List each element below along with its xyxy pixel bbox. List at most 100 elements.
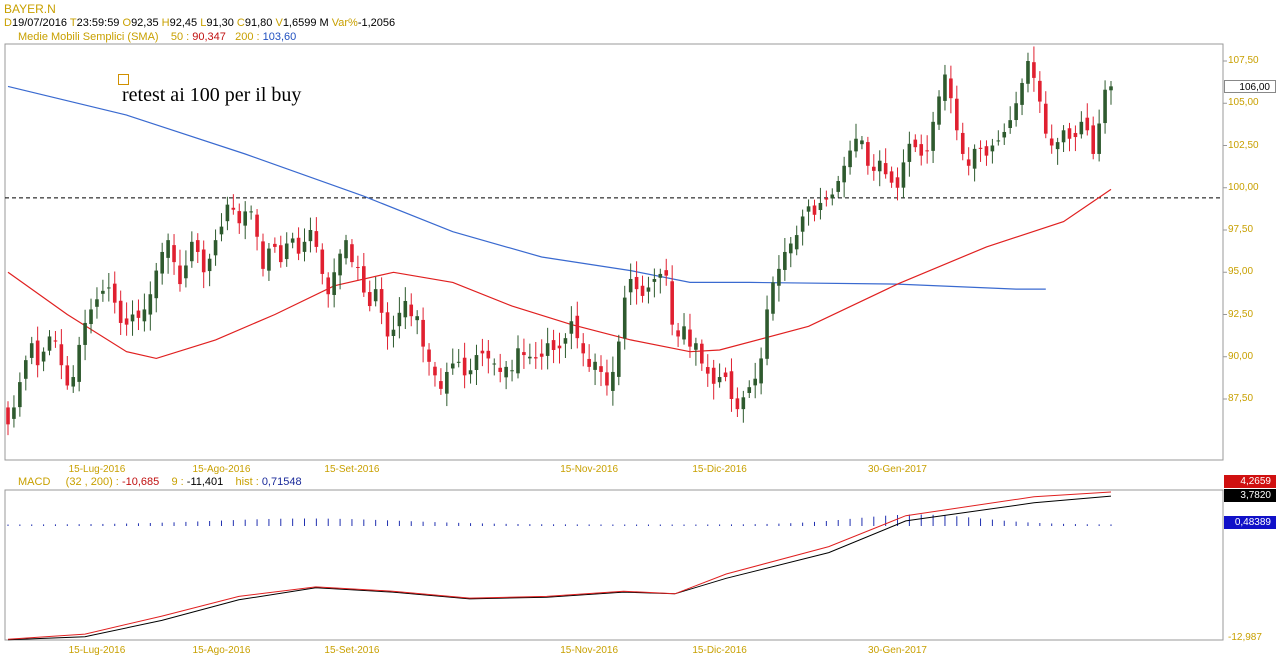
candle <box>356 255 360 281</box>
candle <box>1032 46 1036 92</box>
chart-ticker: BAYER.N <box>4 2 56 16</box>
candle <box>510 359 514 382</box>
high-value: 92,45 <box>169 17 198 29</box>
candle <box>854 123 858 158</box>
candle <box>409 293 414 327</box>
candle <box>1079 111 1084 139</box>
chart-annotation[interactable]: retest ai 100 per il buy <box>122 84 302 106</box>
candle <box>1014 91 1018 127</box>
candle <box>943 64 947 111</box>
candle-body <box>682 326 686 340</box>
candle <box>522 338 526 369</box>
candle-body <box>373 289 378 302</box>
candle-body <box>18 382 22 408</box>
candle <box>12 395 16 428</box>
candle <box>53 330 58 348</box>
candle-body <box>676 330 680 337</box>
y-tick-label: 102,50 <box>1228 139 1259 151</box>
candle-body <box>77 344 81 382</box>
candle <box>326 272 331 308</box>
candle-body <box>379 289 384 313</box>
candle <box>717 363 722 388</box>
candle-body <box>468 370 473 375</box>
candle-body <box>599 366 603 372</box>
candle-body <box>996 140 1001 142</box>
candle-body <box>1109 86 1113 91</box>
candle <box>237 203 242 234</box>
candle <box>415 310 419 335</box>
candle-body <box>296 237 301 254</box>
candle-body <box>178 265 182 285</box>
candle <box>213 229 218 266</box>
candle-body <box>771 282 775 314</box>
last-price-badge: 106,00 <box>1224 80 1276 93</box>
candle <box>95 287 99 319</box>
candle-body <box>1073 132 1078 138</box>
candle <box>47 330 52 356</box>
candle-body <box>350 244 354 263</box>
candle <box>931 111 935 164</box>
candle-body <box>1061 130 1066 143</box>
candle-body <box>231 207 236 210</box>
candle-body <box>367 292 372 307</box>
candle <box>539 339 544 370</box>
candle-body <box>344 240 348 259</box>
candle-body <box>688 329 692 347</box>
candle-body <box>59 344 64 366</box>
candle-body <box>415 316 419 321</box>
candle <box>628 263 633 306</box>
annotation-marker[interactable] <box>118 74 129 85</box>
candle <box>255 209 259 251</box>
candle <box>504 360 508 390</box>
candle <box>824 190 829 207</box>
candle-body <box>854 138 858 152</box>
y-tick-label: 87,50 <box>1228 393 1254 404</box>
candle-body <box>1002 131 1007 138</box>
candle-body <box>889 171 894 183</box>
candle-body <box>895 177 900 188</box>
candle <box>178 249 182 292</box>
y-tick-label: 92,50 <box>1228 308 1254 320</box>
candle-body <box>759 358 763 384</box>
candle <box>320 243 325 285</box>
candle <box>949 65 953 114</box>
y-tick-label: 107,50 <box>1228 55 1259 66</box>
candle <box>533 341 538 369</box>
date-value: 19/07/2016 <box>11 17 68 29</box>
sma200-line <box>7 85 1046 290</box>
candle <box>492 358 497 376</box>
candle <box>1097 109 1101 162</box>
candle <box>955 85 959 141</box>
candle <box>670 265 674 336</box>
macd-label: MACD <box>18 476 51 488</box>
candle-body <box>1038 80 1042 102</box>
candle-body <box>1055 142 1060 150</box>
x-tick-label: 15-Set-2016 <box>324 464 380 475</box>
candle <box>1020 78 1024 116</box>
low-value: 91,30 <box>206 17 234 29</box>
candle-body <box>1032 62 1036 78</box>
candle-body <box>563 338 568 344</box>
candle-body <box>498 367 502 372</box>
candle-body <box>1020 82 1024 105</box>
candle <box>652 268 657 298</box>
candle <box>919 134 924 166</box>
candle-body <box>403 300 408 318</box>
sma-legend: Medie Mobili Semplici (SMA) 50 : 90,347 … <box>18 31 296 43</box>
candle-body <box>836 180 841 192</box>
candle-body <box>700 343 704 364</box>
candle-body <box>249 211 253 213</box>
y-tick-label: 90,00 <box>1228 350 1254 362</box>
candle-body <box>332 272 336 295</box>
macd-black-badge: 3,7820 <box>1224 489 1276 502</box>
candle <box>77 336 81 392</box>
candle-body <box>278 245 283 263</box>
candle <box>545 327 550 370</box>
candle-body <box>990 145 995 152</box>
candle-body <box>433 366 437 376</box>
x-tick-label: 15-Nov-2016 <box>560 645 619 656</box>
candle <box>172 234 176 275</box>
candle-body <box>516 348 520 374</box>
candle-body <box>617 341 621 377</box>
candle <box>1109 81 1113 105</box>
